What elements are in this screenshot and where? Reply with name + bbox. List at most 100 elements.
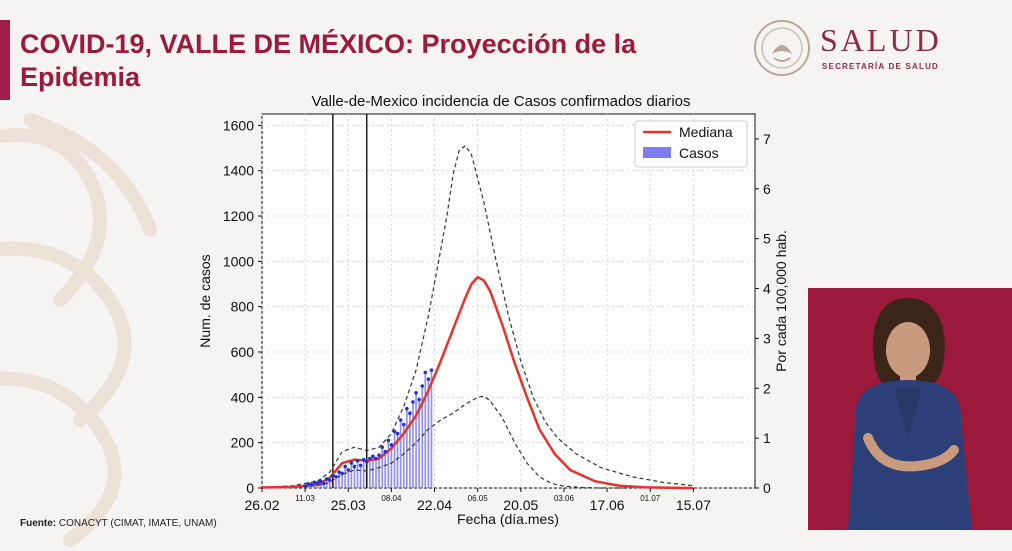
y-tick-label: 1600 [223, 117, 254, 133]
casos-point [368, 456, 372, 461]
legend-casos-label: Casos [679, 145, 719, 161]
upper-bound-line [261, 144, 694, 488]
casos-bar [402, 424, 405, 488]
y-tick-label: 200 [231, 435, 255, 451]
x-tick-label: 20.05 [503, 497, 538, 513]
casos-point [417, 397, 421, 402]
casos-point [321, 481, 326, 486]
casos-point [405, 406, 409, 411]
casos-bar [387, 440, 390, 488]
y-tick-label: 800 [231, 299, 255, 315]
y-axis-label: Num. de casos [197, 254, 213, 347]
casos-bar [378, 455, 380, 488]
y-tick-label: 0 [246, 480, 254, 496]
casos-point [377, 453, 381, 457]
casos-bar [415, 392, 417, 488]
casos-bar [344, 466, 347, 488]
casos-bar [347, 469, 350, 488]
casos-point [426, 377, 431, 382]
x-tick-label: 25.03 [331, 497, 366, 513]
casos-point [306, 482, 311, 486]
x-tick-label: 01.07 [640, 494, 661, 503]
x-tick-label: 11.03 [295, 494, 315, 503]
legend-casos-swatch [643, 147, 671, 158]
source-label: Fuente: [20, 518, 57, 529]
median-line [261, 275, 694, 490]
casos-bar [328, 480, 331, 488]
source-text: CONACYT (CIMAT, IMATE, UNAM) [58, 518, 217, 529]
casos-bar [399, 420, 402, 488]
casos-bar [353, 466, 356, 488]
casos-bar [427, 379, 430, 488]
y2-axis-ticks: 0 1 2 3 4 5 6 7 [755, 131, 771, 496]
casos-bar [322, 483, 325, 488]
casos-bar [405, 408, 408, 488]
y2-tick-label: 3 [763, 330, 771, 346]
casos-bar [424, 372, 427, 488]
casos-point [346, 468, 351, 472]
casos-bar [396, 433, 399, 488]
casos-bar [390, 444, 393, 488]
casos-bar [409, 413, 411, 488]
casos-point [420, 384, 425, 388]
casos-point [383, 449, 388, 454]
casos-point [327, 478, 332, 482]
casos-bar [359, 465, 362, 488]
casos-point [355, 459, 360, 463]
casos-point [389, 443, 394, 447]
y-tick-label: 1200 [223, 208, 254, 224]
casos-bars [304, 370, 433, 488]
legend: Mediana Casos [634, 120, 748, 168]
salud-logo: SALUD SECRETARÍA DE SALUD [752, 18, 992, 80]
casos-point [411, 400, 415, 404]
x-tick-label: 26.02 [244, 497, 279, 513]
reference-lines [332, 114, 368, 488]
x-tick-label: 03.06 [554, 494, 575, 503]
y2-tick-label: 1 [763, 430, 771, 446]
x-axis-ticks: 26.02 11.03 25.03 08.04 22.04 06.05 20.05 03.06… [244, 488, 711, 513]
sign-language-interpreter-video [808, 288, 1012, 530]
casos-bar [375, 458, 377, 488]
casos-bar [362, 459, 365, 488]
casos-point [364, 460, 369, 464]
casos-point [318, 479, 323, 484]
y-tick-label: 600 [231, 344, 255, 360]
casos-point [337, 470, 341, 474]
casos-bar [335, 476, 337, 488]
source-note: Fuente: CONACYT (CIMAT, IMATE, UNAM) [20, 518, 217, 529]
casos-bar [430, 370, 433, 488]
casos-points [303, 368, 434, 488]
y2-tick-label: 7 [763, 131, 771, 147]
casos-point [303, 484, 307, 488]
logo-subtitle: SECRETARÍA DE SALUD [822, 62, 940, 71]
casos-bar [356, 460, 359, 488]
y-axis-ticks: 0 200 400 600 800 1000 1200 1400 1600 [223, 117, 262, 496]
slide-title: COVID-19, VALLE DE MÉXICO: Proyección de… [20, 29, 637, 92]
casos-point [352, 464, 357, 469]
casos-point [309, 483, 314, 487]
casos-bar [372, 456, 374, 488]
y2-tick-label: 0 [763, 480, 771, 496]
casos-point [392, 429, 397, 434]
casos-point [423, 370, 428, 375]
casos-point [380, 445, 384, 450]
casos-bar [393, 431, 396, 488]
y2-tick-label: 5 [763, 231, 771, 247]
series-lines [261, 144, 694, 490]
casos-point [312, 480, 317, 485]
interpreter-figure [808, 288, 1012, 530]
casos-bar [418, 399, 420, 488]
legend-median-label: Mediana [679, 124, 733, 140]
accent-bar [0, 20, 10, 100]
y-tick-label: 400 [231, 389, 255, 405]
y2-tick-label: 2 [763, 380, 771, 396]
incidence-chart: Valle-de-Mexico incidencia de Casos conf… [197, 93, 789, 527]
plot-area [261, 113, 756, 489]
casos-bar [381, 447, 384, 488]
casos-point [358, 463, 363, 468]
x-tick-label: 22.04 [417, 497, 452, 513]
x-tick-label: 08.04 [381, 494, 402, 503]
casos-point [408, 411, 412, 416]
y2-tick-label: 4 [763, 281, 771, 297]
casos-bar [341, 473, 343, 488]
